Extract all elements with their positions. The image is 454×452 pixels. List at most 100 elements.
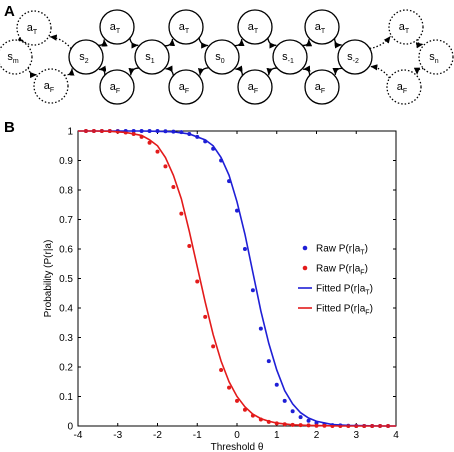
- y-tick-label: 0.1: [59, 392, 73, 403]
- diagram-node-sm: sm: [0, 39, 33, 75]
- node-label-base: s: [215, 51, 221, 63]
- x-tick-label: 3: [353, 430, 359, 441]
- fitted-curve-line: [78, 130, 396, 427]
- node-label-subscript: 2: [85, 58, 89, 65]
- diagram-edge-s0-to-a2_f: [197, 67, 209, 76]
- y-axis-ticks: 0 0.1 0.2 0.3 0.4 0.5 0.6 0.7 0.8 0.9 1: [59, 127, 396, 433]
- legend-label-subscript: T: [360, 250, 365, 257]
- node-label-subscript: F: [321, 88, 325, 95]
- diagram-node-label: s-1: [282, 51, 294, 65]
- y-tick-label: 0.2: [59, 363, 73, 374]
- x-tick-label: 4: [393, 430, 399, 441]
- panel-a-label: A: [4, 3, 15, 20]
- node-label-subscript: -2: [353, 58, 359, 65]
- raw-data-point: [147, 140, 152, 145]
- raw-data-point: [171, 185, 176, 190]
- x-tick-label: -4: [74, 430, 83, 441]
- diagram-node-circle: [386, 69, 422, 105]
- raw-data-point: [155, 149, 160, 154]
- x-tick-label: 2: [314, 430, 320, 441]
- legend-label-base: Raw P(r|a: [316, 264, 361, 275]
- node-label-base: a: [179, 81, 186, 93]
- node-label-base: s: [79, 51, 85, 63]
- diagram-edge-a4_f-to-sm1: [303, 65, 311, 76]
- legend-box: [296, 236, 392, 324]
- diagram-node-a2_t: aT: [168, 9, 204, 45]
- node-label-subscript: T: [33, 29, 38, 36]
- diagram-node-circle: [418, 39, 454, 75]
- diagram-node-circle: [99, 9, 135, 45]
- diagram-node-a3_t: aT: [237, 9, 273, 45]
- x-tick-label: -3: [113, 430, 122, 441]
- diagram-edge-sm2-to-an_t: [369, 35, 392, 50]
- raw-data-point: [203, 314, 208, 319]
- diagram-node-a4_t: aT: [304, 9, 340, 45]
- diagram-node-s1: s1: [134, 39, 170, 75]
- raw-data-point: [274, 382, 279, 387]
- diagram-node-am_t: aT: [16, 10, 52, 46]
- chart-legend: Raw P(r|aT)Raw P(r|aF)Fitted P(r|aT)Fitt…: [296, 236, 392, 324]
- legend-label-end: ): [370, 284, 373, 295]
- diagram-node-circle: [33, 68, 69, 104]
- diagram-node-an_t: aT: [388, 9, 424, 45]
- diagram-node-circle: [304, 9, 340, 45]
- legend-entry-label: Raw P(r|aF): [316, 264, 368, 277]
- raw-data-point: [187, 244, 192, 249]
- diagram-node-circle: [272, 39, 308, 75]
- diagram-edge-am_f-to-s2: [64, 68, 75, 76]
- raw-data-point: [290, 409, 295, 414]
- diagram-edge-sm1-to-a4_t: [302, 39, 313, 47]
- legend-label-subscript: F: [360, 270, 364, 277]
- node-label-subscript: T: [321, 28, 326, 35]
- diagram-node-circle: [16, 10, 52, 46]
- node-label-subscript: 0: [221, 58, 225, 65]
- node-label-subscript: T: [116, 28, 121, 35]
- legend-label-end: ): [365, 264, 368, 275]
- diagram-node-sm1: s-1: [272, 39, 308, 75]
- y-tick-label: 0.9: [59, 156, 73, 167]
- diagram-node-a1_f: aF: [99, 69, 135, 105]
- diagram-node-circle: [337, 39, 373, 75]
- node-label-subscript: T: [405, 28, 410, 35]
- diagram-node-label: aF: [44, 80, 54, 94]
- diagram-edge-a4_t-to-sm2: [333, 38, 342, 49]
- node-label-subscript: F: [403, 88, 407, 95]
- legend-entry-label: Fitted P(r|aF): [316, 304, 373, 317]
- diagram-node-circle: [168, 9, 204, 45]
- diagram-node-a3_f: aF: [237, 69, 273, 105]
- diagram-node-label: aF: [315, 81, 325, 95]
- node-label-subscript: T: [254, 28, 259, 35]
- x-axis-label: Threshold θ: [211, 442, 264, 452]
- raw-data-point: [235, 208, 239, 213]
- raw-data-point: [179, 211, 184, 216]
- diagram-node-circle: [388, 9, 424, 45]
- diagram-edge-sm-to-am_f: [27, 67, 38, 79]
- x-tick-label: 1: [274, 430, 280, 441]
- raw-data-point: [195, 279, 200, 284]
- diagram-edges: [17, 34, 424, 79]
- raw-data-point: [282, 398, 287, 403]
- node-label-base: s: [347, 51, 353, 63]
- diagram-edge-an_f-to-sm2: [370, 64, 391, 79]
- diagram-node-label: s-2: [347, 51, 359, 65]
- legend-label-end: ): [365, 244, 368, 255]
- diagram-edge-a3_f-to-s0: [235, 65, 244, 76]
- series-fitted-f: [78, 130, 396, 427]
- legend-label-subscript: F: [365, 310, 369, 317]
- raw-data-point: [242, 247, 247, 251]
- diagram-edge-s1-to-a2_t: [164, 38, 176, 47]
- legend-entry-label: Fitted P(r|aT): [316, 284, 373, 297]
- diagram-node-s0: s0: [204, 39, 240, 75]
- diagram-edge-s0-to-a3_t: [234, 39, 245, 47]
- diagram-node-label: s1: [145, 51, 155, 65]
- probability-chart: -4 -3 -2 -1 0 1 2 3 4 00.10.20.30.40.50.60.70.80…: [43, 127, 399, 452]
- panel-b-label: B: [4, 119, 15, 136]
- fitted-curve-line: [78, 130, 396, 427]
- y-tick-label: 0.3: [59, 333, 73, 344]
- raw-data-point: [235, 398, 239, 403]
- x-tick-label: 0: [234, 430, 240, 441]
- legend-swatch-dot: [302, 265, 308, 271]
- diagram-edge-sm2-to-a4_f: [332, 67, 343, 75]
